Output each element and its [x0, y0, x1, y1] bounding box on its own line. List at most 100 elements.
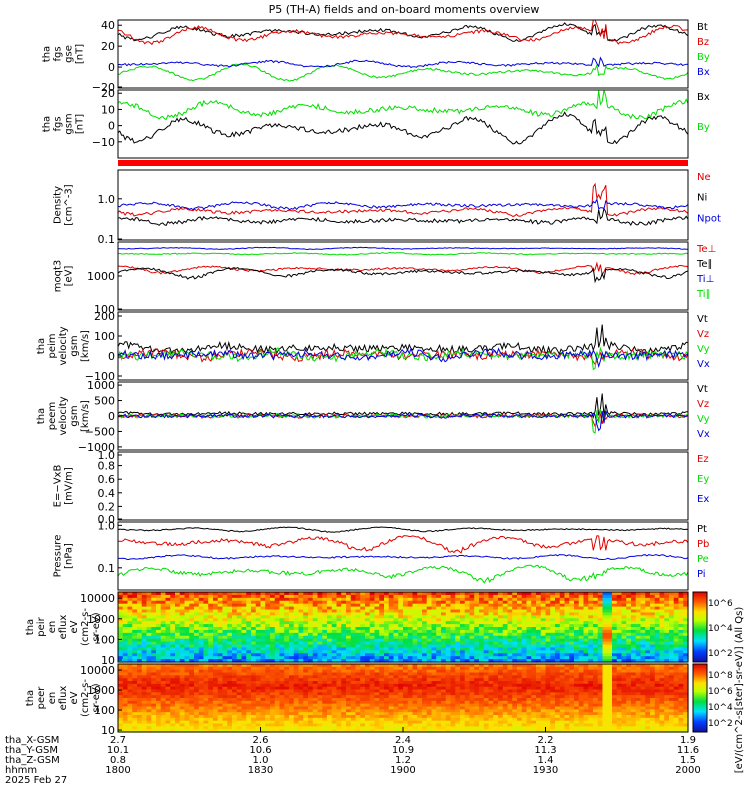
heatmap-cell — [374, 715, 380, 719]
heatmap-cell — [455, 709, 461, 713]
heatmap-cell — [241, 659, 247, 663]
heatmap-cell — [198, 698, 205, 702]
heatmap-cell — [474, 669, 480, 674]
heatmap-cell — [455, 618, 461, 622]
heatmap-cell — [393, 709, 399, 713]
heatmap-cell — [118, 609, 124, 614]
heatmap-cell — [170, 600, 176, 605]
heatmap-cell — [379, 638, 385, 643]
heatmap-cell — [346, 695, 352, 699]
heatmap-cell — [669, 624, 675, 628]
heatmap-cell — [612, 618, 618, 622]
heatmap-cell — [293, 597, 300, 602]
heatmap-cell — [341, 703, 347, 708]
legend-entry-Vx: Vx — [697, 359, 710, 370]
heatmap-cell — [393, 650, 399, 654]
heatmap-cell — [151, 650, 157, 654]
heatmap-cell — [436, 632, 442, 637]
heatmap-cell — [683, 609, 689, 614]
heatmap-cell — [122, 689, 129, 693]
heatmap-cell — [232, 647, 238, 651]
heatmap-cell — [274, 629, 281, 634]
heatmap-cell — [189, 715, 195, 719]
heatmap-cell — [308, 715, 314, 719]
heatmap-cell — [412, 675, 418, 679]
heatmap-cell — [312, 672, 319, 676]
heatmap-cell — [270, 664, 276, 668]
heatmap-cell — [597, 624, 604, 628]
heatmap-cell — [213, 698, 219, 702]
heatmap-cell — [303, 603, 309, 608]
heatmap-cell — [597, 600, 604, 605]
heatmap-cell — [270, 644, 276, 649]
heatmap-cell — [322, 715, 328, 719]
heatmap-cell — [365, 717, 371, 722]
heatmap-cell — [502, 632, 509, 637]
heatmap-cell — [274, 615, 281, 619]
heatmap-cell — [384, 706, 390, 710]
heatmap-cell — [417, 600, 423, 605]
heatmap-cell — [450, 621, 456, 625]
heatmap-cell — [213, 656, 219, 660]
heatmap-cell — [350, 612, 357, 616]
heatmap-cell — [146, 681, 152, 685]
heatmap-cell — [374, 656, 380, 660]
heatmap-cell — [602, 621, 608, 625]
heatmap-cell — [308, 641, 314, 646]
heatmap-cell — [626, 624, 632, 628]
panel-frame — [117, 169, 689, 241]
heatmap-cell — [483, 627, 490, 631]
heatmap-cell — [194, 612, 200, 616]
heatmap-cell — [255, 698, 262, 702]
heatmap-cell — [132, 703, 138, 708]
heatmap-cell — [659, 618, 665, 622]
heatmap-cell — [246, 629, 252, 634]
heatmap-cell — [403, 666, 409, 671]
heatmap-cell — [322, 664, 328, 668]
heatmap-cell — [141, 624, 148, 628]
heatmap-cell — [303, 629, 309, 634]
panel-frame — [117, 451, 689, 521]
heatmap-cell — [165, 624, 171, 628]
heatmap-cell — [189, 720, 195, 725]
heatmap-cell — [517, 624, 523, 628]
heatmap-cell — [194, 717, 200, 722]
heatmap-cell — [137, 720, 143, 725]
heatmap-cell — [127, 618, 133, 622]
heatmap-cell — [160, 612, 167, 616]
heatmap-cell — [137, 700, 143, 705]
heatmap-cell — [374, 678, 380, 682]
heatmap-cell — [635, 621, 642, 625]
heatmap-cell — [374, 717, 380, 722]
heatmap-cell — [635, 612, 642, 616]
heatmap-cell — [417, 717, 423, 722]
heatmap-cell — [165, 632, 171, 637]
heatmap-cell — [308, 681, 314, 685]
heatmap-cell — [597, 656, 604, 660]
heatmap-cell — [417, 706, 423, 710]
heatmap-cell — [246, 644, 252, 649]
heatmap-cell — [279, 729, 285, 733]
heatmap-cell — [179, 692, 186, 696]
heatmap-cell — [512, 606, 518, 611]
heatmap-cell — [469, 726, 475, 730]
heatmap-cell — [493, 641, 499, 646]
heatmap-cell — [412, 612, 418, 616]
heatmap-cell — [336, 600, 342, 605]
heatmap-cell — [398, 632, 404, 637]
heatmap-cell — [569, 606, 575, 611]
heatmap-cell — [502, 627, 509, 631]
heatmap-cell — [208, 647, 214, 651]
heatmap-cell — [479, 678, 485, 682]
heatmap-cell — [445, 635, 452, 640]
heatmap-cell — [393, 592, 399, 596]
heatmap-cell — [118, 594, 124, 599]
heatmap-cell — [274, 703, 281, 708]
heatmap-cell — [407, 726, 414, 730]
heatmap-cell — [298, 641, 304, 646]
heatmap-cell — [317, 632, 323, 637]
heatmap-cell — [536, 606, 542, 611]
heatmap-cell — [650, 647, 656, 651]
heatmap-cell — [369, 656, 376, 660]
